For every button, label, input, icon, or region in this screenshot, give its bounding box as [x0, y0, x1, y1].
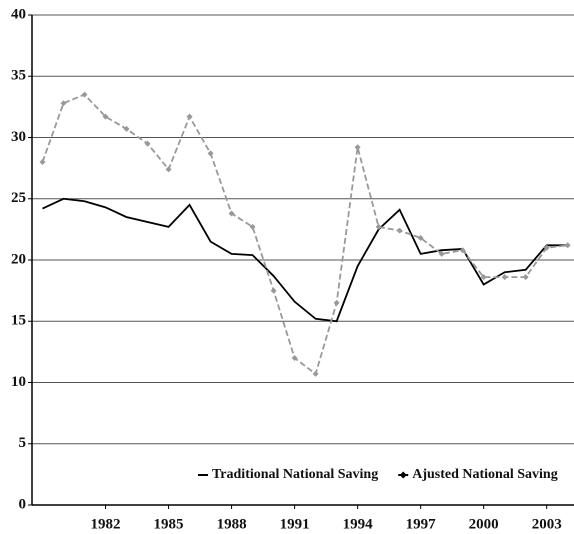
- y-tick-label: 40: [11, 6, 26, 22]
- point: [144, 140, 151, 147]
- x-tick-label: 2000: [469, 516, 499, 532]
- point: [459, 247, 466, 254]
- y-tick-label: 25: [11, 190, 26, 206]
- x-tick-label: 1997: [406, 516, 437, 532]
- x-tick-label: 1988: [217, 516, 247, 532]
- point: [165, 166, 172, 173]
- point: [228, 210, 235, 217]
- point: [270, 287, 277, 294]
- point: [60, 100, 67, 107]
- point: [522, 274, 529, 281]
- x-tick-label: 1985: [154, 516, 184, 532]
- point: [249, 223, 256, 230]
- y-tick-label: 10: [11, 374, 26, 390]
- series-line: [42, 197, 568, 323]
- y-tick-label: 0: [19, 496, 27, 512]
- point: [480, 274, 487, 281]
- point: [501, 274, 508, 281]
- point: [543, 244, 550, 251]
- point: [207, 150, 214, 157]
- point: [333, 299, 340, 306]
- point: [81, 91, 88, 98]
- x-tick-label: 2003: [532, 516, 562, 532]
- point: [186, 113, 193, 120]
- x-tick-label: 1994: [343, 516, 374, 532]
- x-tick-label: 1991: [280, 516, 310, 532]
- point: [396, 227, 403, 234]
- legend-label: Ajusted National Saving: [412, 467, 557, 482]
- point: [291, 355, 298, 361]
- point: [312, 370, 319, 377]
- legend-marker: [399, 471, 407, 479]
- x-tick-label: 1982: [91, 516, 121, 532]
- y-tick-label: 30: [11, 129, 26, 145]
- series-line: [41, 93, 568, 376]
- point: [123, 125, 130, 132]
- point: [39, 159, 46, 165]
- y-tick-label: 20: [11, 251, 26, 267]
- point: [375, 223, 382, 230]
- point: [417, 234, 424, 241]
- y-tick-label: 5: [19, 435, 27, 451]
- point: [438, 250, 445, 257]
- legend-label: Traditional National Saving: [212, 467, 378, 482]
- legend: Traditional National Saving Ajusted Natio…: [198, 467, 558, 482]
- point: [354, 144, 361, 151]
- point: [102, 113, 109, 120]
- y-tick-label: 15: [11, 313, 26, 329]
- point: [564, 242, 571, 249]
- y-tick-label: 35: [11, 68, 26, 84]
